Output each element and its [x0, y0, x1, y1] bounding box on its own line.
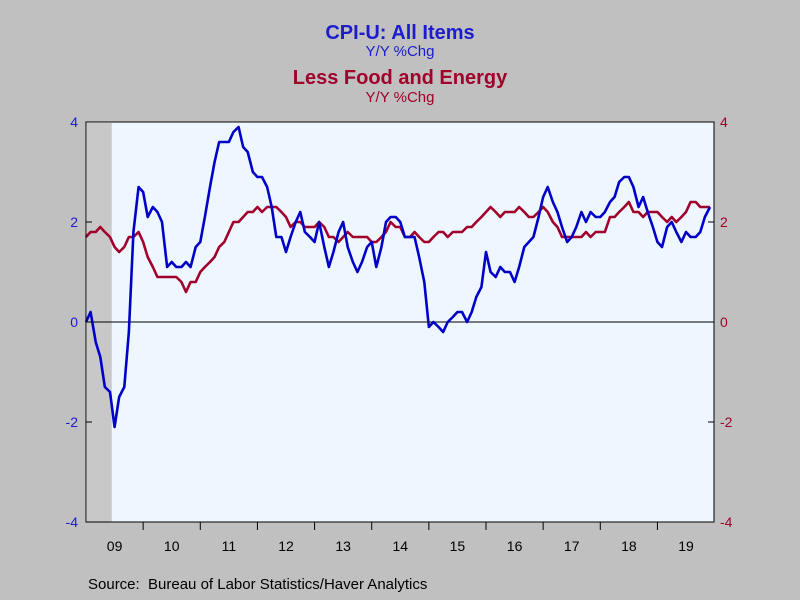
- x-tick-label: 15: [450, 538, 466, 554]
- series-line-all-items: [84, 125, 712, 429]
- x-tick-label: 16: [507, 538, 523, 554]
- x-tick-label: 11: [222, 538, 237, 554]
- y-tick-label-right: 0: [720, 314, 728, 330]
- chart-title-core: Less Food and Energy: [293, 67, 508, 89]
- y-tick-label-left: 0: [70, 314, 78, 330]
- x-tick-label: 12: [278, 538, 294, 554]
- chart-subtitle-core: Y/Y %Chg: [366, 89, 435, 106]
- chart-title-all-items: CPI-U: All Items: [325, 22, 474, 44]
- series-layer: [84, 125, 712, 429]
- y-tick-label-left: 2: [70, 214, 78, 230]
- y-tick-label-right: 4: [720, 114, 728, 130]
- x-axis: 09 10 11 12 13 14 15 16 17 18 19: [107, 522, 694, 554]
- source-note: Source: Bureau of Labor Statistics/Haver…: [88, 576, 428, 593]
- x-tick-label: 19: [678, 538, 694, 554]
- x-tick-label: 18: [621, 538, 637, 554]
- x-tick-label: 17: [564, 538, 580, 554]
- y-tick-label-right: 2: [720, 214, 728, 230]
- y-tick-label-right: -4: [720, 514, 733, 530]
- y-tick-label-right: -2: [720, 414, 733, 430]
- x-tick-label: 09: [107, 538, 123, 554]
- x-tick-label: 10: [164, 538, 180, 554]
- y-tick-label-left: -2: [66, 414, 79, 430]
- y-axis-left: 4 2 0 -2 -4: [66, 114, 92, 530]
- x-tick-label: 14: [392, 538, 408, 554]
- y-axis-right: 4 2 0 -2 -4: [708, 114, 733, 530]
- y-tick-label-left: 4: [70, 114, 78, 130]
- chart-subtitle-all-items: Y/Y %Chg: [366, 43, 435, 60]
- y-tick-label-left: -4: [66, 514, 79, 530]
- x-tick-label: 13: [335, 538, 351, 554]
- series-line-core: [85, 200, 710, 294]
